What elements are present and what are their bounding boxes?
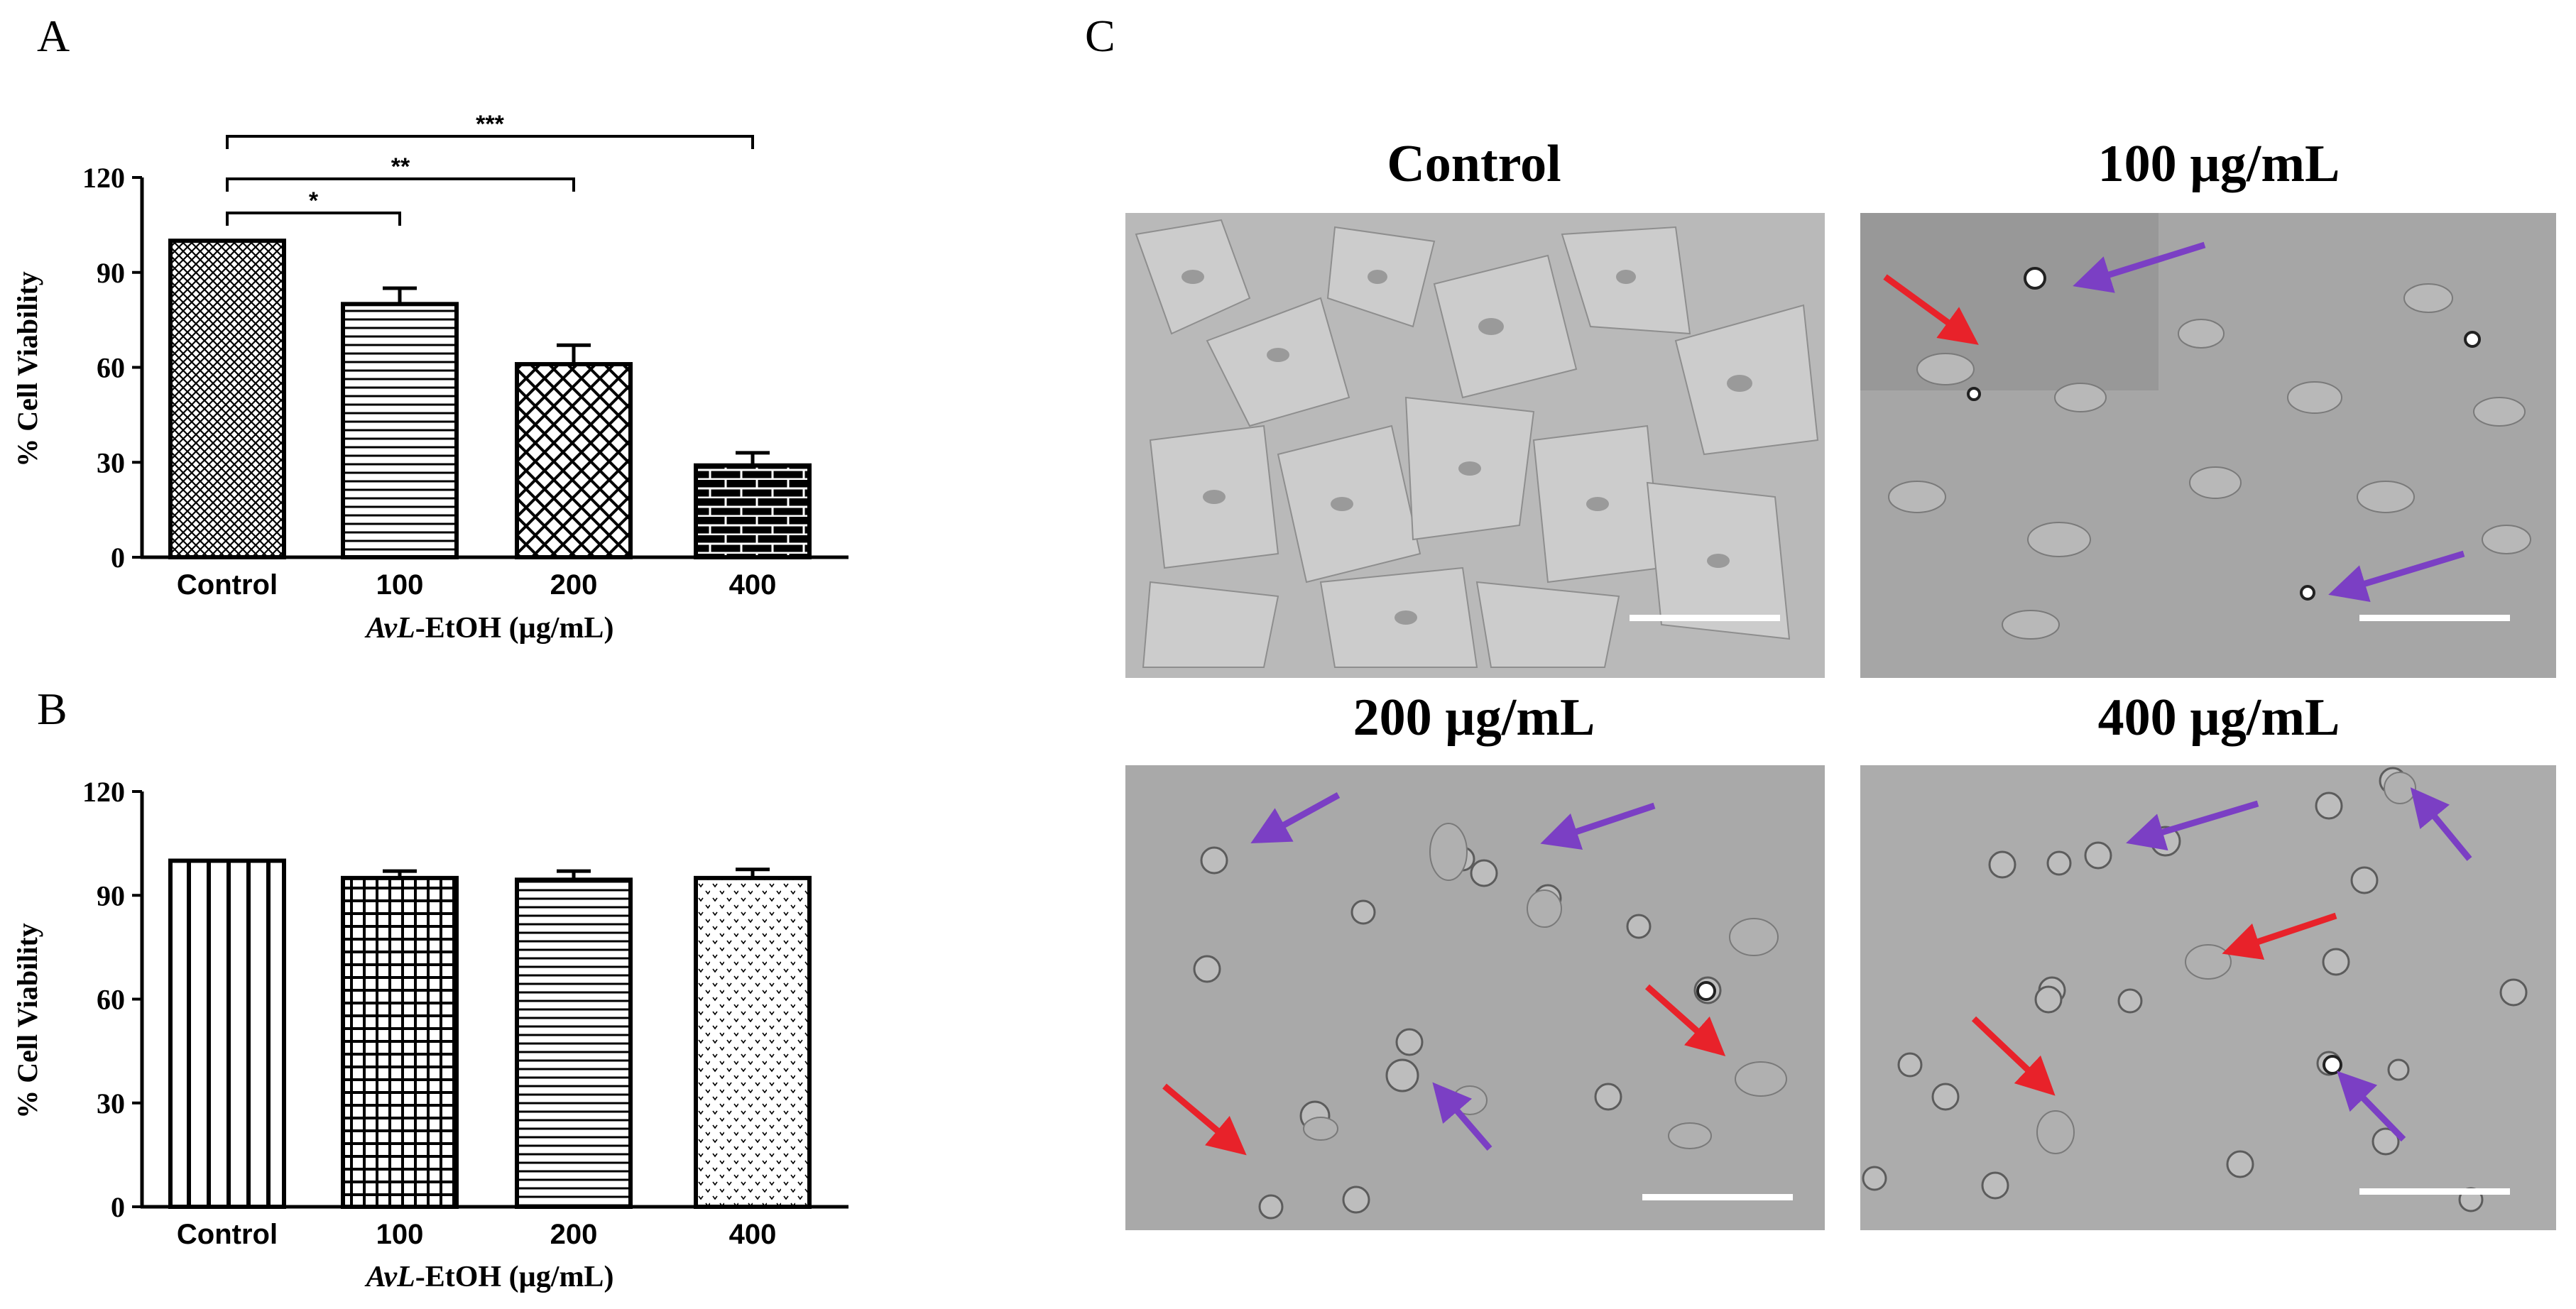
chart-b: 0 30 60 90 120 Control 100 200 400 % Cell Viabil… xyxy=(11,776,848,1293)
y-tick-label: 0 xyxy=(111,542,125,574)
y-tick-label: 30 xyxy=(97,447,125,478)
micrograph-title-100: 100 µg/mL xyxy=(2098,135,2340,193)
significance-label: ** xyxy=(391,153,410,180)
category-label: 200 xyxy=(550,569,598,601)
micrograph-title-200: 200 µg/mL xyxy=(1353,689,1595,747)
y-tick-label: 120 xyxy=(82,776,125,808)
panel-letter-c: C xyxy=(1085,11,1115,61)
y-tick-label: 0 xyxy=(111,1191,125,1223)
category-label: 100 xyxy=(376,1219,424,1250)
scale-bar xyxy=(1642,1194,1793,1200)
chart-b-xlabel-rest: -EtOH (µg/mL) xyxy=(415,1261,614,1293)
micrograph-control xyxy=(1125,213,1825,678)
chart-a-xlabel-italic: AvL xyxy=(364,612,415,645)
bar-400 xyxy=(694,463,812,559)
category-label: 200 xyxy=(550,1219,598,1250)
y-tick-label: 30 xyxy=(97,1088,125,1119)
y-tick-label: 60 xyxy=(97,984,125,1016)
significance-label: *** xyxy=(476,111,504,138)
panel-letter-b: B xyxy=(37,684,67,734)
scale-bar xyxy=(1630,615,1780,621)
micrograph-title-400: 400 µg/mL xyxy=(2098,689,2340,747)
significance-label: * xyxy=(309,187,319,214)
bar-200 xyxy=(515,877,633,1209)
chart-a-xlabel-rest: -EtOH (µg/mL) xyxy=(415,612,614,645)
bar-control xyxy=(168,858,286,1209)
y-tick-label: 90 xyxy=(97,257,125,289)
micrograph-400 xyxy=(1860,765,2556,1230)
category-label: Control xyxy=(177,1219,278,1250)
scale-bar xyxy=(2359,1188,2510,1195)
significance-bracket xyxy=(226,212,401,226)
bar-100 xyxy=(341,302,459,559)
significance-bracket xyxy=(226,135,754,149)
y-tick-label: 90 xyxy=(97,880,125,911)
scale-bar xyxy=(2359,615,2510,621)
micrograph-100 xyxy=(1860,213,2556,678)
micrograph-200 xyxy=(1125,765,1825,1230)
micrograph-title-control: Control xyxy=(1387,135,1561,193)
chart-a-ylabel: % Cell Viability xyxy=(11,271,43,467)
category-label: 400 xyxy=(729,569,777,601)
y-tick-label: 120 xyxy=(82,162,125,194)
y-tick-label: 60 xyxy=(97,352,125,384)
chart-a-xlabel: AvL-EtOH (µg/mL) xyxy=(364,612,614,645)
category-label: 100 xyxy=(376,569,424,601)
chart-b-ylabel: % Cell Viability xyxy=(11,923,43,1119)
chart-b-xlabel: AvL-EtOH (µg/mL) xyxy=(364,1261,614,1293)
micrograph-panel: Control 100 µg/mL 200 µg/mL 400 µg/mL xyxy=(1125,135,2556,1230)
bar-200 xyxy=(515,362,633,560)
chart-b-xlabel-italic: AvL xyxy=(364,1261,415,1293)
category-label: 400 xyxy=(729,1219,777,1250)
bar-400 xyxy=(694,875,812,1209)
bar-control xyxy=(168,239,286,559)
significance-bracket xyxy=(226,177,575,192)
bar-100 xyxy=(341,875,459,1209)
category-label: Control xyxy=(177,569,278,601)
panel-letter-a: A xyxy=(37,11,70,61)
